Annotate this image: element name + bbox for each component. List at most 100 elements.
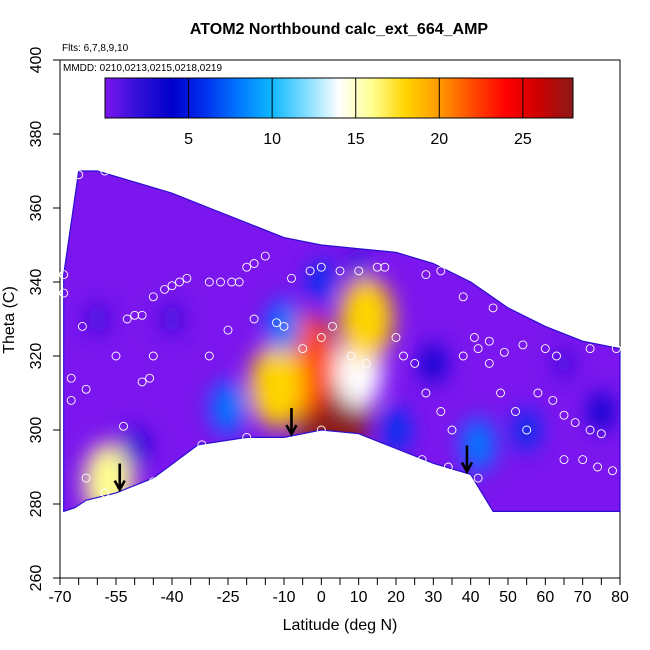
observation-point [234, 277, 244, 287]
field-hotspot [307, 260, 335, 304]
observation-point [488, 303, 498, 313]
observation-point [81, 384, 91, 394]
observation-point [182, 273, 192, 283]
x-tick-label: -10 [272, 589, 295, 606]
observation-point [421, 270, 431, 280]
observation-point [66, 373, 76, 383]
colorbar-tick-label: 25 [514, 131, 532, 148]
observation-point [249, 314, 259, 324]
observation-point [548, 395, 558, 405]
observation-point [469, 333, 479, 342]
observation-point [335, 266, 345, 276]
observation-point [287, 273, 296, 283]
x-tick-label: -70 [48, 589, 71, 606]
field-hotspot [211, 381, 245, 435]
field-hotspot [87, 303, 108, 335]
observation-point [119, 421, 128, 431]
observation-point [518, 340, 528, 350]
observation-point [391, 333, 401, 342]
colorbar-tick-label: 10 [263, 131, 281, 148]
observation-point [511, 407, 520, 416]
observation-point [316, 262, 326, 272]
observation-point [346, 351, 356, 361]
observation-point [148, 351, 158, 361]
field-hotspot [513, 408, 541, 452]
observation-point [552, 351, 561, 361]
observation-point [458, 292, 468, 302]
observation-point [204, 277, 214, 287]
observation-point [499, 347, 509, 357]
observation-point [540, 344, 550, 354]
observation-point [354, 266, 364, 276]
field-hotspot [461, 418, 496, 472]
observation-point [328, 321, 337, 331]
observation-point [417, 455, 427, 465]
observation-point [316, 425, 326, 435]
observation-point [249, 259, 259, 268]
observation-point [596, 429, 606, 439]
observation-point [443, 462, 453, 472]
observation-point [570, 418, 580, 428]
flight-arrow [460, 445, 474, 475]
observation-point [335, 432, 345, 442]
observation-point [216, 277, 225, 287]
observation-point [242, 432, 252, 442]
observation-point [484, 358, 494, 368]
observation-point [223, 325, 233, 335]
field-hotspot [348, 247, 369, 280]
x-tick-label: -25 [216, 589, 239, 606]
x-tick-label: -55 [104, 589, 127, 606]
observation-point [608, 466, 617, 476]
observation-point [380, 262, 390, 272]
x-tick-label: 50 [499, 589, 517, 606]
x-tick-label: 30 [424, 589, 442, 606]
observation-point [372, 262, 382, 272]
observation-point [111, 351, 121, 361]
y-tick-label: 280 [28, 491, 45, 518]
observation-point [533, 388, 543, 398]
x-tick-label: 70 [574, 589, 592, 606]
observation-point [458, 351, 468, 361]
colorbar-tick-label: 15 [347, 131, 365, 148]
observation-point [410, 358, 420, 368]
axes: -70 -55 -40 -25 -10 0 10 20 30 40 50 60 70 80 260 280 30… [28, 47, 629, 606]
observation-point [421, 388, 431, 398]
field-hotspot [381, 407, 411, 453]
observation-point [100, 166, 110, 176]
observation-point [81, 473, 91, 483]
observation-point [585, 425, 595, 435]
y-tick-label: 360 [28, 195, 45, 222]
field-hotspot [161, 303, 183, 335]
dates-note: MMDD: 0210,0213,0215,0218,0219 [63, 63, 222, 74]
observation-point [473, 473, 483, 483]
observation-point [361, 358, 371, 368]
observation-point [316, 333, 326, 342]
observation-point [522, 425, 532, 435]
observation-point [305, 266, 315, 276]
field-hotspot [420, 343, 446, 383]
observation-point [204, 351, 214, 361]
colorbar-bar [104, 77, 574, 119]
x-tick-label: 20 [387, 589, 405, 606]
y-tick-label: 260 [28, 565, 45, 592]
y-axis-label: Theta (C) [1, 286, 18, 354]
observation-point [122, 314, 132, 324]
colorbar-tick-label: 5 [184, 131, 193, 148]
observation-point [559, 410, 569, 420]
flights-note: Flts: 6,7,8,9,10 [62, 43, 129, 54]
observation-point [148, 477, 158, 487]
field-hotspots [83, 247, 614, 512]
x-tick-label: -40 [160, 589, 183, 606]
observation-point [399, 351, 408, 361]
observation-point [92, 499, 102, 509]
arrows-layer [113, 408, 474, 493]
y-tick-label: 300 [28, 417, 45, 444]
field-hotspot [588, 392, 614, 431]
field-hotspot [339, 276, 394, 362]
observation-point [559, 455, 569, 465]
observation-point [100, 488, 110, 498]
observation-point [227, 277, 237, 287]
y-tick-label: 380 [28, 121, 45, 148]
x-tick-label: 60 [536, 589, 554, 606]
